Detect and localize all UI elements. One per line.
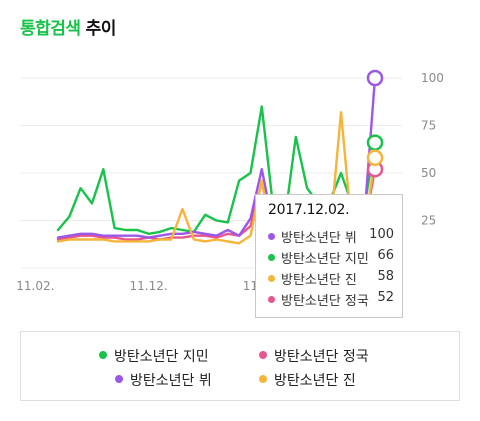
legend-dot-icon (268, 275, 275, 282)
tooltip-row-jin: 방탄소년단 진 58 (268, 269, 394, 288)
legend-dot-icon (268, 233, 275, 240)
tooltip-series-name: 방탄소년단 뷔 (281, 231, 357, 246)
legend-label: 방탄소년단 뷔 (130, 373, 212, 389)
tooltip-row-jungkook: 방탄소년단 정국 52 (268, 290, 394, 309)
legend-label: 방탄소년단 정국 (274, 349, 369, 365)
legend-label: 방탄소년단 지민 (114, 349, 209, 365)
tooltip-series-name: 방탄소년단 정국 (281, 294, 369, 309)
title-integrated-search: 통합검색 (20, 19, 81, 39)
legend-item-jungkook[interactable]: 방탄소년단 정국 (259, 346, 369, 366)
tooltip-value: 100 (369, 227, 394, 242)
legend-dot-icon (268, 254, 275, 261)
x-tick-label: 11.02. (16, 279, 54, 293)
y-tick-label: 100 (421, 71, 444, 85)
legend-dot-icon (259, 375, 267, 383)
data-point-marker-jimin (366, 134, 384, 151)
legend-label: 방탄소년단 진 (274, 373, 356, 389)
tooltip-value: 58 (377, 269, 394, 284)
chart-legend: 방탄소년단 지민 방탄소년단 정국 방탄소년단 뷔 방탄소년단 진 (20, 331, 460, 401)
legend-dot-icon (259, 351, 267, 359)
legend-item-jin[interactable]: 방탄소년단 진 (259, 370, 356, 390)
tooltip-row-v: 방탄소년단 뷔 100 (268, 227, 394, 246)
y-tick-label: 25 (421, 214, 436, 228)
y-tick-label: 50 (421, 166, 436, 180)
title-trend: 추이 (85, 19, 117, 39)
chart-title: 통합검색 추이 (20, 14, 116, 39)
legend-dot-icon (99, 351, 107, 359)
tooltip-row-jimin: 방탄소년단 지민 66 (268, 248, 394, 267)
legend-item-v[interactable]: 방탄소년단 뷔 (115, 370, 212, 390)
tooltip-value: 66 (377, 248, 394, 263)
legend-dot-icon (115, 375, 123, 383)
y-tick-label: 75 (421, 119, 436, 133)
tooltip-series-name: 방탄소년단 진 (281, 273, 357, 288)
data-point-marker-v (366, 69, 384, 87)
tooltip-value: 52 (377, 290, 394, 305)
chart-tooltip: 2017.12.02. 방탄소년단 뷔 100 방탄소년단 지민 66 방탄소년… (255, 194, 403, 318)
data-point-marker-jin (366, 149, 384, 167)
x-tick-label: 11.12. (129, 279, 167, 293)
tooltip-series-name: 방탄소년단 지민 (281, 252, 369, 267)
legend-dot-icon (268, 296, 275, 303)
legend-item-jimin[interactable]: 방탄소년단 지민 (99, 346, 209, 366)
tooltip-date: 2017.12.02. (268, 202, 350, 218)
